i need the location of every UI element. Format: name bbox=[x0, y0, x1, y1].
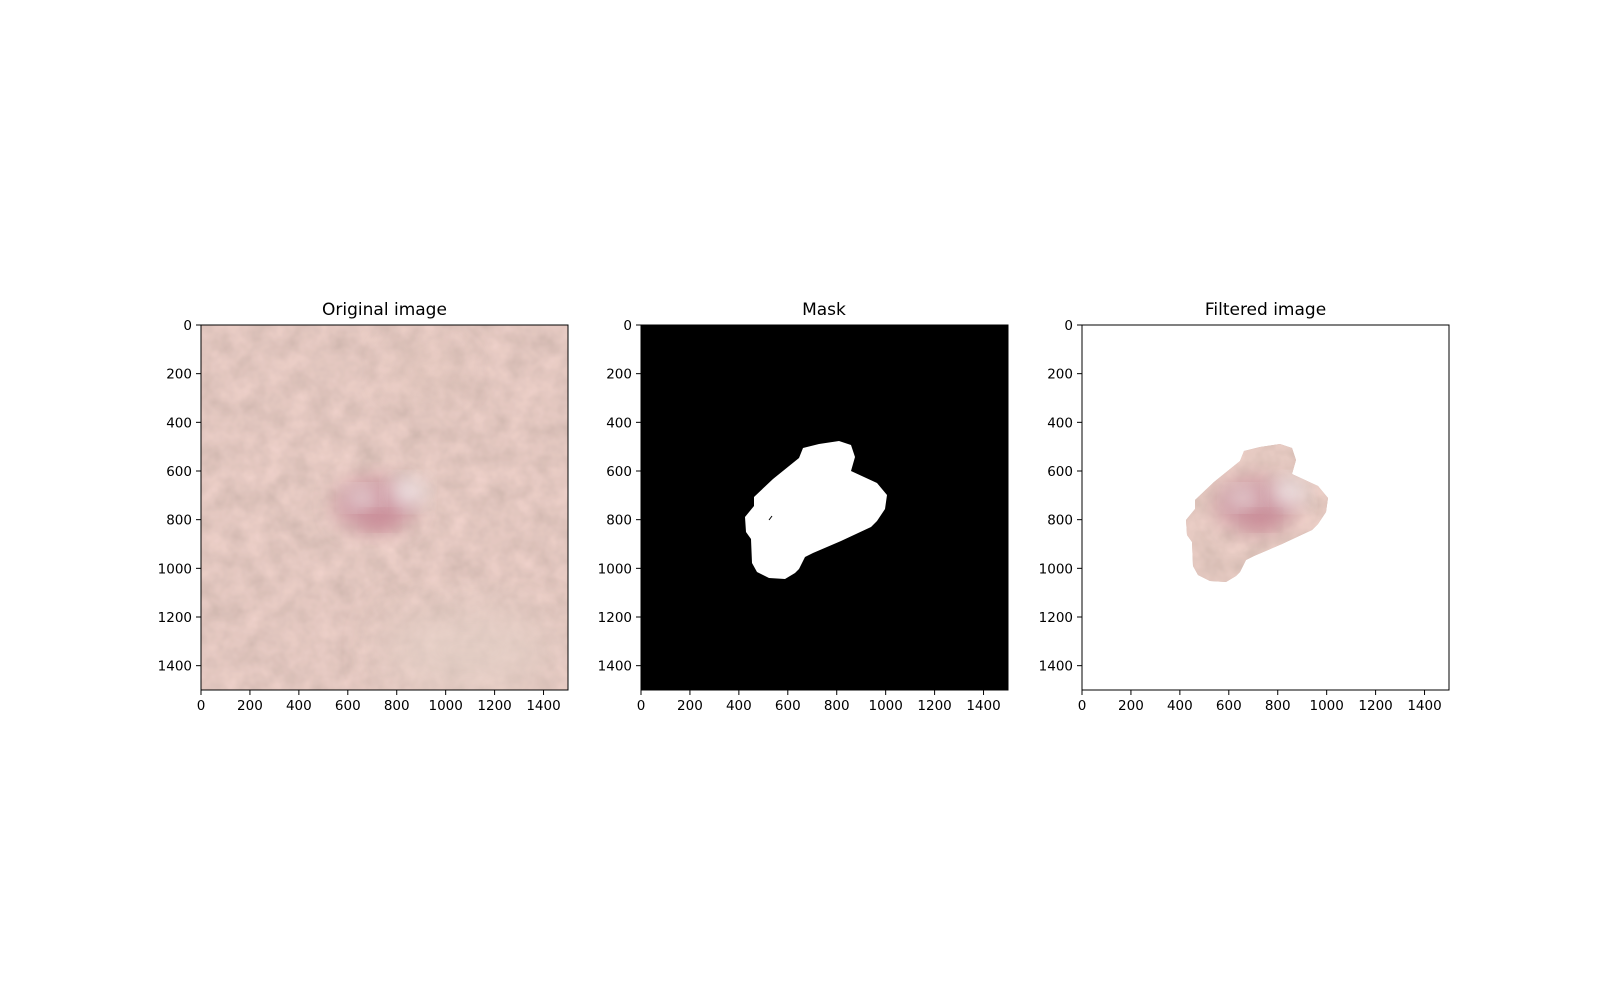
x-tick-label-original-6: 1200 bbox=[477, 698, 511, 714]
x-tick-label-original-1: 200 bbox=[237, 698, 263, 714]
y-tick-label-mask-6: 1200 bbox=[598, 610, 632, 626]
x-tick-label-mask-0: 0 bbox=[637, 698, 646, 714]
x-tick-label-mask-4: 800 bbox=[824, 698, 850, 714]
skin-photo bbox=[201, 325, 568, 690]
x-tick-label-mask-1: 200 bbox=[677, 698, 703, 714]
y-tick-label-mask-5: 1000 bbox=[598, 561, 632, 577]
y-tick-label-original-5: 1000 bbox=[158, 561, 192, 577]
panel-title-original: Original image bbox=[322, 300, 447, 320]
x-tick-label-original-3: 600 bbox=[335, 698, 361, 714]
y-tick-label-original-4: 800 bbox=[166, 513, 192, 529]
x-tick-label-filtered-0: 0 bbox=[1078, 698, 1087, 714]
y-tick-label-mask-4: 800 bbox=[606, 513, 632, 529]
y-tick-label-filtered-7: 1400 bbox=[1039, 659, 1073, 675]
y-tick-label-original-0: 0 bbox=[183, 318, 192, 334]
panel-original: Original image bbox=[200, 300, 569, 691]
axes-ticks: 0 200 400 600 800 1000 1200 1400 0 200 400 600 800 10… bbox=[158, 318, 1442, 714]
y-tick-label-original-6: 1200 bbox=[158, 610, 192, 626]
y-tick-label-mask-7: 1400 bbox=[598, 659, 632, 675]
y-tick-label-mask-1: 200 bbox=[606, 367, 632, 383]
x-tick-label-filtered-3: 600 bbox=[1216, 698, 1242, 714]
x-tick-label-filtered-1: 200 bbox=[1118, 698, 1144, 714]
mask-region bbox=[745, 441, 887, 579]
x-tick-label-mask-2: 400 bbox=[726, 698, 752, 714]
panel-filtered: Filtered image bbox=[1081, 300, 1450, 691]
y-tick-label-original-7: 1400 bbox=[158, 659, 192, 675]
panel-title-mask: Mask bbox=[802, 300, 846, 320]
x-tick-label-filtered-6: 1200 bbox=[1358, 698, 1392, 714]
y-tick-label-filtered-0: 0 bbox=[1064, 318, 1073, 334]
y-tick-label-original-1: 200 bbox=[166, 367, 192, 383]
y-tick-label-filtered-3: 600 bbox=[1047, 464, 1073, 480]
y-tick-label-filtered-5: 1000 bbox=[1039, 561, 1073, 577]
x-tick-label-mask-6: 1200 bbox=[917, 698, 951, 714]
y-tick-label-filtered-1: 200 bbox=[1047, 367, 1073, 383]
x-tick-label-mask-3: 600 bbox=[775, 698, 801, 714]
y-tick-label-mask-2: 400 bbox=[606, 415, 632, 431]
y-tick-label-filtered-4: 800 bbox=[1047, 513, 1073, 529]
x-tick-label-original-2: 400 bbox=[286, 698, 312, 714]
y-tick-label-original-2: 400 bbox=[166, 415, 192, 431]
x-tick-label-original-7: 1400 bbox=[526, 698, 560, 714]
x-tick-label-filtered-2: 400 bbox=[1167, 698, 1193, 714]
y-tick-label-filtered-2: 400 bbox=[1047, 415, 1073, 431]
x-tick-label-original-4: 800 bbox=[384, 698, 410, 714]
panel-title-filtered: Filtered image bbox=[1205, 300, 1326, 320]
lesion bbox=[335, 478, 426, 532]
x-tick-label-original-0: 0 bbox=[197, 698, 206, 714]
x-tick-label-mask-7: 1400 bbox=[966, 698, 1000, 714]
y-tick-label-filtered-6: 1200 bbox=[1039, 610, 1073, 626]
x-tick-label-original-5: 1000 bbox=[428, 698, 462, 714]
y-tick-label-mask-0: 0 bbox=[623, 318, 632, 334]
x-tick-label-filtered-5: 1000 bbox=[1309, 698, 1343, 714]
y-tick-label-mask-3: 600 bbox=[606, 464, 632, 480]
panel-mask: Mask bbox=[640, 300, 1009, 691]
x-tick-label-filtered-7: 1400 bbox=[1407, 698, 1441, 714]
x-tick-label-filtered-4: 800 bbox=[1265, 698, 1291, 714]
y-tick-label-original-3: 600 bbox=[166, 464, 192, 480]
x-tick-label-mask-5: 1000 bbox=[868, 698, 902, 714]
